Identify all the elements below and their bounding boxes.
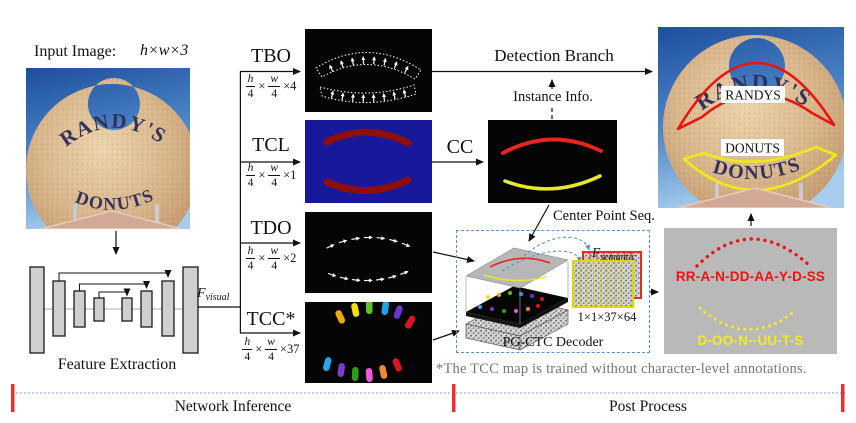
center-point-seq-label: Center Point Seq.: [553, 208, 655, 224]
sequence-box: RR-A-N-DD-AA-Y-D-SS D-OO-N--UU-T-S: [664, 228, 837, 354]
branch-tbo-label: TBO: [251, 45, 291, 67]
arrow-tdo-to-decoder: [432, 251, 475, 263]
stage-divider: [11, 384, 845, 412]
tcc-map: [305, 302, 432, 383]
arrow-tcc-to-decoder: [432, 329, 460, 341]
instance-arc-red: [501, 137, 603, 155]
output-photo: RANDY'S DONUTS RANDYS DONUTS: [658, 27, 844, 208]
stage-bar-left: [11, 384, 15, 412]
decoder-title: PG-CTC Decoder: [502, 335, 604, 350]
tcl-centerlines: [323, 128, 412, 194]
f-visual-label: Fvisual: [197, 286, 230, 303]
roof: [677, 187, 833, 208]
footnote: *The TCC map is trained without characte…: [436, 361, 807, 377]
cc-instance-map: [488, 120, 617, 203]
stage-bar-middle: [452, 384, 456, 412]
detected-polygon-yellow: [682, 145, 838, 192]
raw-sequence-yellow: D-OO-N--UU-T-S: [697, 333, 804, 348]
instance-arc-yellow: [503, 174, 602, 191]
skip-connection-arrows: [58, 270, 172, 298]
point-seq-arc-red: [695, 237, 812, 268]
recognized-label-bg-bottom: [721, 139, 784, 156]
decoder-char-dots: [478, 291, 544, 313]
tdo-direction-arrows: [326, 235, 411, 283]
tcc-character-blobs: [323, 302, 416, 382]
branch-tcc-label: TCC*: [246, 308, 296, 330]
f-semantic-label: Fsemantic: [592, 245, 636, 263]
cc-label: CC: [446, 136, 474, 158]
input-photo: RANDY'S DONUTS: [26, 68, 190, 229]
semantic-tensor-dims: 1×1×37×64: [577, 310, 637, 324]
stage-bar-right: [841, 384, 845, 412]
tcl-map: [305, 120, 432, 203]
recognized-label-bottom: DONUTS: [725, 141, 780, 156]
roof: [39, 210, 183, 229]
semantic-stack-yellow: [572, 260, 634, 308]
tbo-offset-arrows: [329, 56, 409, 102]
curve-sample-red: [523, 236, 591, 257]
recognized-label-top: RANDYS: [725, 88, 781, 103]
pg-ctc-decoder-box: PG-CTC Decoder: [456, 230, 650, 353]
detection-branch-label: Detection Branch: [494, 46, 614, 65]
feature-extraction-block: [29, 266, 199, 354]
tdo-map: [305, 212, 432, 293]
semantic-feature-stacks: [572, 251, 642, 308]
recognized-label-bg-top: [721, 86, 785, 103]
branch-tcl-label: TCL: [252, 134, 290, 156]
raw-sequence-red: RR-A-N-DD-AA-Y-D-SS: [675, 269, 826, 284]
feature-extraction-label: Feature Extraction: [57, 356, 177, 373]
tbo-map: [305, 29, 432, 112]
arrow-centerseq-to-decoder: [528, 204, 550, 242]
input-dims: h×w×3: [140, 42, 189, 59]
decoder-stack: [465, 236, 591, 351]
stage-post-process: Post Process: [609, 398, 687, 415]
input-image-label: Input Image:: [34, 43, 117, 60]
stage-network-inference: Network Inference: [174, 398, 292, 415]
point-seq-arc-yellow: [698, 306, 798, 331]
branch-tdo-label: TDO: [250, 217, 292, 239]
instance-info-label: Instance Info.: [506, 89, 600, 106]
